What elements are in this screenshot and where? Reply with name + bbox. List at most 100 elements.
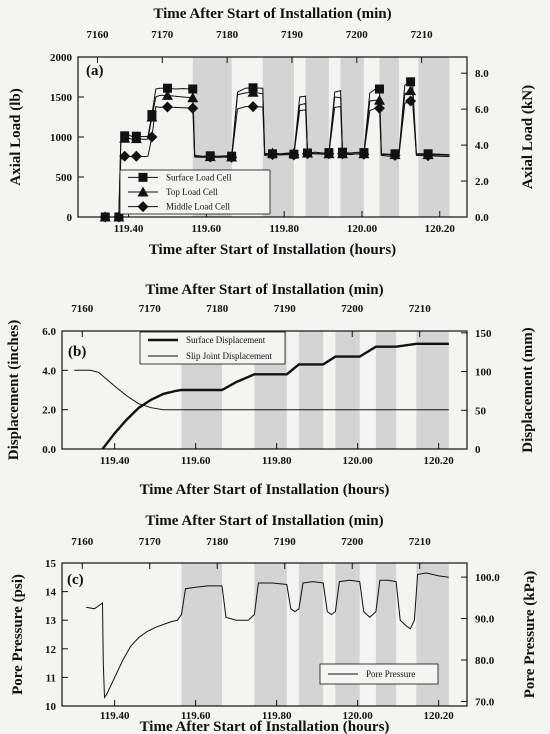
data-point <box>405 95 417 107</box>
shaded-interval <box>379 57 399 217</box>
y2-tick-label: 100 <box>475 367 492 379</box>
x-tick-label: 119.80 <box>269 223 299 235</box>
series-line-surface-displacement <box>101 342 449 450</box>
plot-frame <box>61 330 468 450</box>
legend-label: Middle Load Cell <box>166 202 230 212</box>
shaded-interval <box>335 331 360 449</box>
x-tick-label: 119.60 <box>181 710 211 722</box>
data-point <box>267 149 278 161</box>
y2-tick-label: 150 <box>475 328 492 340</box>
y2-tick-label: 90.0 <box>475 614 495 626</box>
shaded-interval <box>254 563 287 706</box>
data-point <box>146 131 158 143</box>
top-tick-label: 7180 <box>206 303 229 315</box>
y-tick-label: 500 <box>56 172 73 184</box>
legend-label: Surface Load Cell <box>166 172 232 182</box>
top-tick-label: 7190 <box>274 536 297 548</box>
shaded-interval <box>305 57 329 217</box>
x-tick-label: 119.40 <box>114 223 144 235</box>
top-tick-label: 7190 <box>274 303 297 315</box>
data-point <box>374 84 384 94</box>
series-line-top-load-cell <box>105 90 450 218</box>
y-tick-label: 0 <box>67 212 73 224</box>
legend-marker <box>137 186 149 197</box>
x-tick-label: 119.60 <box>192 223 222 235</box>
x-tick-label: 119.40 <box>100 455 130 467</box>
y-tick-label: 2.0 <box>42 405 56 417</box>
data-point <box>187 102 199 114</box>
x-tick-label: 120.00 <box>347 223 378 235</box>
data-point <box>323 148 335 160</box>
panel-a: 119.40 119.60 119.80 120.00 120.20 7160 7170 71… <box>8 6 536 258</box>
data-point <box>247 86 259 97</box>
x-tick-label: 120.00 <box>343 455 374 467</box>
x-tick-label: 120.20 <box>424 710 455 722</box>
y2-tick-label: 0 <box>475 444 481 456</box>
y-tick-label: 1500 <box>50 92 73 104</box>
data-point <box>162 83 172 93</box>
top-tick-label: 7170 <box>139 536 162 548</box>
x-tick-label: 119.60 <box>181 455 211 467</box>
data-point <box>119 132 131 143</box>
y-tick-label: 2000 <box>50 52 73 64</box>
data-point <box>119 150 131 162</box>
panel-label: (c) <box>67 572 84 588</box>
x-tick-label: 119.80 <box>262 710 292 722</box>
data-point <box>188 84 198 94</box>
legend-box <box>139 331 286 365</box>
top-tick-label: 7160 <box>86 29 109 41</box>
top-tick-label: 7180 <box>216 29 239 41</box>
data-point <box>204 151 216 163</box>
y-tick-label: 1000 <box>50 132 73 144</box>
top-tick-label: 7200 <box>341 536 364 548</box>
x-axis-title: Time after Start of Installation (hours) <box>149 242 396 258</box>
shaded-interval <box>418 57 450 217</box>
panel-label: (a) <box>86 63 104 79</box>
plot-frame <box>61 562 468 707</box>
x-tick-label: 120.00 <box>343 710 374 722</box>
shaded-interval <box>375 331 397 449</box>
shaded-interval <box>416 331 449 449</box>
shaded-interval <box>416 563 449 706</box>
data-point <box>405 85 417 96</box>
y2-axis-title: Pore Pressure (kPa) <box>522 571 538 698</box>
y-tick-label: 11 <box>46 672 56 684</box>
data-point <box>247 101 259 113</box>
legend-label: Top Load Cell <box>166 187 218 197</box>
y2-tick-label: 8.0 <box>475 68 489 80</box>
y2-tick-label: 6.0 <box>475 104 489 116</box>
data-point <box>161 89 173 100</box>
top-tick-label: 7190 <box>281 29 304 41</box>
series-line-pore-pressure <box>86 572 449 699</box>
shaded-interval <box>298 331 324 449</box>
top-axis-title: Time After Start of Installation (min) <box>145 513 383 529</box>
legend-box <box>319 663 439 685</box>
series-line-middle-load-cell <box>105 100 450 218</box>
data-point <box>130 133 142 144</box>
x-axis-title: Time After Start of Installation (hours) <box>140 719 390 734</box>
legend-marker <box>137 201 149 213</box>
data-point <box>226 151 238 163</box>
panel-label: (b) <box>68 344 86 360</box>
data-point <box>302 148 314 160</box>
data-point <box>389 149 401 161</box>
legend-marker <box>138 172 148 182</box>
y-axis-title: Pore Pressure (psi) <box>10 574 26 695</box>
data-point <box>187 92 199 103</box>
y-tick-label: 12 <box>45 644 57 656</box>
y2-axis-title: Displacement (mm) <box>520 327 536 452</box>
y2-tick-label: 0.0 <box>475 212 489 224</box>
top-tick-label: 7180 <box>206 536 229 548</box>
shaded-interval <box>298 563 324 706</box>
top-tick-label: 7170 <box>139 303 162 315</box>
y2-tick-label: 2.0 <box>475 176 489 188</box>
y-tick-label: 4.0 <box>42 365 56 377</box>
y-axis-title: Displacement (inches) <box>6 320 22 460</box>
y2-tick-label: 80.0 <box>475 655 495 667</box>
legend-label: Pore Pressure <box>366 669 415 679</box>
y2-tick-label: 50 <box>475 405 487 417</box>
y-axis-title: Axial Load (lb) <box>8 88 24 186</box>
data-point <box>406 77 416 87</box>
y2-tick-label: 100.0 <box>475 572 500 584</box>
panel-b: 119.40 119.60 119.80 120.00 120.20 7160 7170 71… <box>6 282 536 498</box>
